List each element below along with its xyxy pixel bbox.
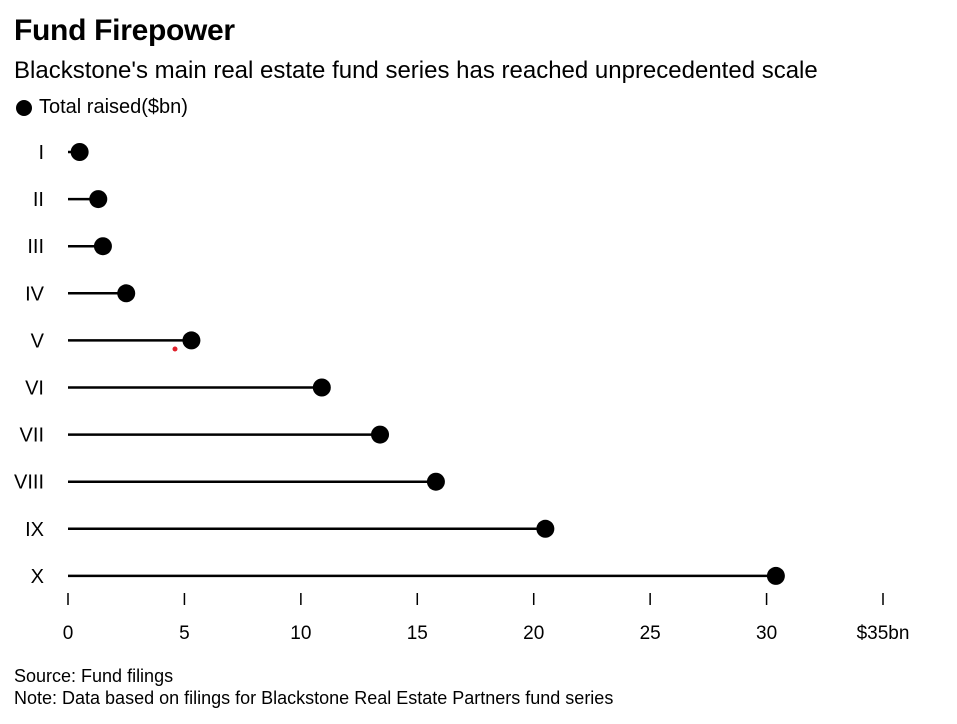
category-label: V [31, 330, 45, 352]
data-point [117, 284, 136, 303]
category-label: VIII [14, 472, 44, 494]
data-point [182, 331, 201, 350]
x-tick-label: 15 [407, 623, 428, 644]
data-point [426, 472, 445, 491]
category-label: III [27, 236, 44, 258]
legend-dot-marker [16, 99, 32, 116]
data-point [89, 190, 108, 209]
category-label: IX [25, 519, 44, 541]
category-label: X [31, 566, 44, 588]
data-point [70, 143, 89, 161]
footnote: Note: Data based on filings for Blacksto… [14, 688, 614, 708]
source-note: Source: Fund filings [14, 666, 174, 686]
category-label: VI [25, 378, 44, 400]
data-point [312, 378, 331, 397]
x-tick-label: 0 [63, 623, 74, 644]
x-tick-label: 5 [179, 623, 190, 644]
data-point [536, 519, 555, 538]
x-tick-label: 20 [523, 623, 544, 644]
data-point [93, 237, 112, 256]
data-point [371, 425, 390, 444]
chart-subtitle: Blackstone's main real estate fund serie… [14, 57, 818, 84]
chart-title: Fund Firepower [14, 14, 235, 47]
x-tick-label: 25 [640, 623, 661, 644]
x-tick-label: 10 [290, 623, 311, 644]
category-label: IV [25, 283, 45, 305]
data-point [766, 566, 785, 585]
x-tick-label: $35bn [857, 623, 910, 644]
annotation-dot [172, 346, 178, 352]
category-label: I [38, 142, 44, 164]
x-tick-label: 30 [756, 623, 777, 644]
category-label: II [33, 189, 44, 211]
category-label: VII [20, 425, 44, 447]
legend: Total raised($bn) [16, 96, 188, 119]
legend-label: Total raised($bn) [39, 96, 188, 118]
